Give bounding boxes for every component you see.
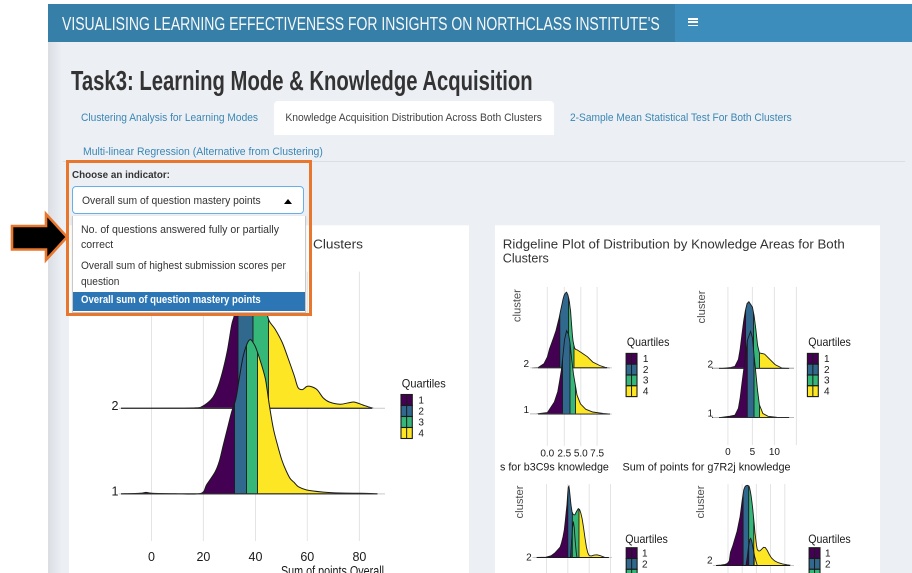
svg-text:3: 3 [824, 376, 830, 387]
svg-text:2: 2 [643, 365, 649, 376]
svg-text:cluster: cluster [695, 485, 707, 518]
svg-text:40: 40 [249, 550, 263, 564]
svg-text:1: 1 [112, 484, 119, 498]
svg-text:4: 4 [418, 429, 424, 440]
svg-text:Quartiles: Quartiles [627, 335, 670, 349]
svg-text:1: 1 [418, 396, 424, 407]
svg-text:4: 4 [824, 386, 830, 397]
svg-text:1: 1 [824, 354, 830, 365]
svg-text:2: 2 [112, 399, 119, 413]
svg-text:cluster: cluster [512, 289, 524, 322]
svg-text:2: 2 [707, 556, 713, 567]
svg-text:2: 2 [642, 559, 648, 570]
svg-text:0.0: 0.0 [540, 448, 554, 459]
svg-text:1: 1 [523, 405, 529, 416]
svg-text:3: 3 [418, 418, 424, 429]
svg-text:Ridgeline Plot of Distribution: Ridgeline Plot of Distribution by Knowle… [503, 237, 845, 252]
svg-text:cluster: cluster [514, 485, 526, 518]
svg-text:cluster: cluster [696, 290, 708, 323]
svg-text:Sum of points Overall: Sum of points Overall [281, 564, 384, 573]
svg-text:2: 2 [707, 359, 713, 370]
svg-text:5.0: 5.0 [574, 448, 588, 459]
svg-text:Sum of points for b3C9s knowle: Sum of points for b3C9s knowledge [440, 462, 609, 474]
svg-text:20: 20 [196, 550, 210, 564]
svg-text:0: 0 [148, 550, 155, 564]
svg-text:Quartiles: Quartiles [808, 532, 851, 546]
svg-text:1: 1 [643, 354, 649, 365]
svg-text:Clusters: Clusters [503, 251, 549, 266]
svg-text:1: 1 [642, 549, 648, 560]
svg-text:Quartiles: Quartiles [808, 335, 851, 349]
svg-text:Quartiles: Quartiles [625, 532, 668, 546]
svg-text:80: 80 [352, 550, 366, 564]
svg-text:2: 2 [824, 365, 830, 376]
svg-text:5: 5 [750, 447, 756, 458]
svg-text:2: 2 [523, 359, 529, 370]
svg-text:0: 0 [725, 447, 731, 458]
svg-text:7.5: 7.5 [590, 448, 604, 459]
svg-text:2.5: 2.5 [557, 448, 571, 459]
svg-text:3: 3 [643, 376, 649, 387]
svg-text:4: 4 [643, 386, 649, 397]
svg-text:Clusters: Clusters [313, 237, 364, 252]
svg-text:Sum of points for g7R2j knowle: Sum of points for g7R2j knowledge [623, 462, 791, 474]
svg-text:10: 10 [769, 447, 781, 458]
svg-text:60: 60 [300, 550, 314, 564]
svg-text:2: 2 [526, 552, 532, 563]
svg-text:1: 1 [825, 549, 831, 560]
svg-text:2: 2 [825, 559, 831, 570]
svg-text:1: 1 [707, 409, 713, 420]
svg-text:Quartiles: Quartiles [402, 377, 446, 391]
svg-text:2: 2 [418, 407, 424, 418]
